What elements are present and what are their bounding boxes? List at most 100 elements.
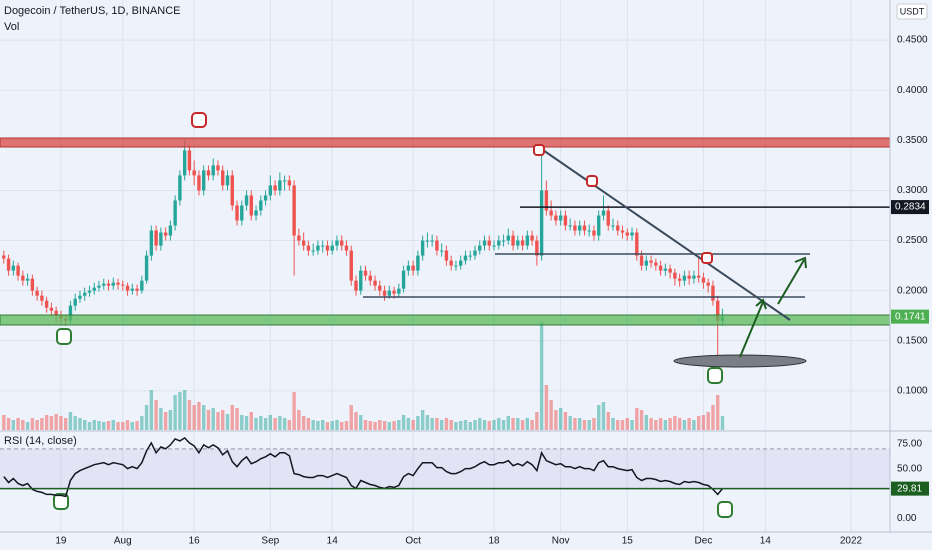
candle-body [130,288,135,291]
volume-bar [506,416,510,430]
candle-body [54,310,58,316]
candle-body [240,205,244,221]
candle-body [335,240,339,246]
candle-body [549,210,553,216]
arrows [739,256,807,358]
x-tick-label: 14 [327,536,339,547]
volume-bar [649,418,653,430]
volume-bar [630,420,634,430]
volume-bar [482,420,487,430]
volume-bar [106,421,111,430]
candle-body [696,275,701,278]
candle-body [373,280,377,286]
candle-body [625,232,629,236]
volume-bar [463,420,468,430]
candle-body [163,232,168,236]
candle-body [711,285,715,301]
volume-bar [616,420,620,430]
candle-body [439,250,444,252]
volume-layer [2,322,725,430]
volume-bar [254,418,258,430]
candle-body [144,255,149,281]
volume-bar [397,420,401,430]
volume-bar [549,400,553,430]
candle-body [44,300,49,308]
candle-body [378,285,382,291]
volume-bar [687,418,691,430]
candle-body [563,215,568,226]
volume-bar [416,416,420,430]
candle-body [568,225,572,227]
hand-icon [717,501,733,518]
rsi-last-label: 29.81 [897,483,922,494]
candle-body [401,270,406,289]
volume-bar [211,408,215,430]
candle-body [230,175,234,206]
volume-bar [378,420,382,430]
volume-bar [435,418,439,430]
volume-bar [587,420,591,430]
volume-bar [178,392,182,430]
y-tick-label: 0.1000 [897,386,928,397]
x-tick-label: Dec [695,536,713,547]
volume-bar [325,422,330,430]
rsi-tick-label: 0.00 [897,513,917,524]
candle-body [363,270,368,276]
candle-body [35,290,39,296]
volume-bar [644,415,649,430]
candle-body [487,240,491,246]
volume-bar [340,422,344,430]
volume-bar [535,412,539,430]
volume-bar [606,412,610,430]
volume-bar [401,415,406,430]
candle-body [278,180,282,191]
candle-body [244,195,249,206]
hand-icons-up [53,328,733,518]
price-axis-bg [890,0,932,550]
candle-body [83,292,87,296]
x-tick-label: Aug [114,536,132,547]
volume-bar [292,392,296,430]
candle-body [73,298,77,306]
rsi-tick-label: 75.00 [897,439,922,450]
candle-body [154,230,158,246]
volume-bar [311,420,315,430]
hand-icon [586,175,598,187]
candle-body [525,235,530,246]
candle-body [340,240,344,246]
volume-bar [558,408,563,430]
volume-bar [658,418,663,430]
volume-bar [87,422,92,430]
volume-bar [478,418,482,430]
candle-body [306,245,311,251]
volume-bar [40,418,44,430]
volume-bar [720,416,725,430]
candle-body [577,225,582,231]
y-tick-label: 0.1500 [897,335,928,346]
volume-bar [473,420,477,430]
candle-body [354,280,358,291]
candle-body [473,250,477,256]
y-tick-label: 0.4000 [897,85,928,96]
candle-body [654,262,658,266]
candle-body [673,272,677,279]
candle-body [316,245,320,251]
volume-bar [639,410,644,430]
volume-bar [25,422,30,430]
volume-bar [406,418,411,430]
candle-body [330,245,334,251]
volume-bar [582,420,587,430]
candle-body [482,240,487,246]
hand-icon [53,493,69,510]
y-tick-label: 0.2500 [897,235,928,246]
candle-body [635,232,639,256]
volume-bar [444,418,449,430]
candle-body [111,282,115,286]
volume-bar [330,421,334,430]
volume-bar [63,418,68,430]
candle-body [282,180,287,182]
volume-bar [620,420,625,430]
candle-body [121,284,125,286]
volume-bar [373,422,377,430]
